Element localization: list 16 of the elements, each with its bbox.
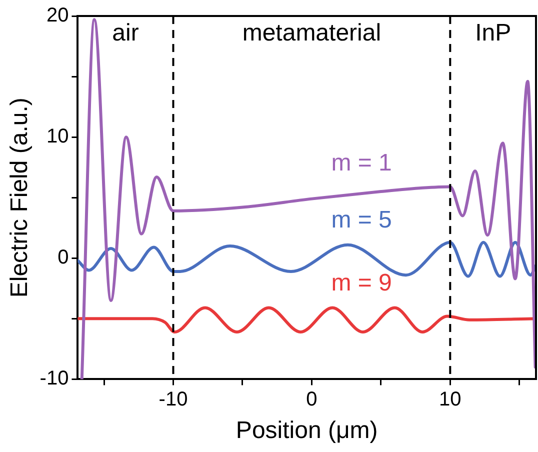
y-tick-label: 0 — [58, 246, 69, 269]
y-tick-label: -10 — [40, 368, 69, 390]
x-tick-label: -10 — [158, 388, 188, 411]
annotation: InP — [475, 20, 512, 47]
x-axis-title: Position (μm) — [236, 417, 378, 444]
y-axis-title: Electric Field (a.u.) — [6, 98, 34, 298]
series-label: m = 9 — [331, 269, 392, 296]
annotation: air — [112, 20, 139, 47]
series-label: m = 1 — [331, 150, 392, 177]
y-tick-label: 20 — [46, 4, 69, 27]
x-tick-label: 10 — [439, 388, 462, 411]
line-series — [80, 18, 536, 380]
series-label: m = 5 — [331, 206, 392, 234]
x-tick-label: 0 — [306, 388, 318, 411]
y-tick-label: 10 — [46, 126, 69, 148]
annotation: metamaterial — [242, 20, 382, 47]
